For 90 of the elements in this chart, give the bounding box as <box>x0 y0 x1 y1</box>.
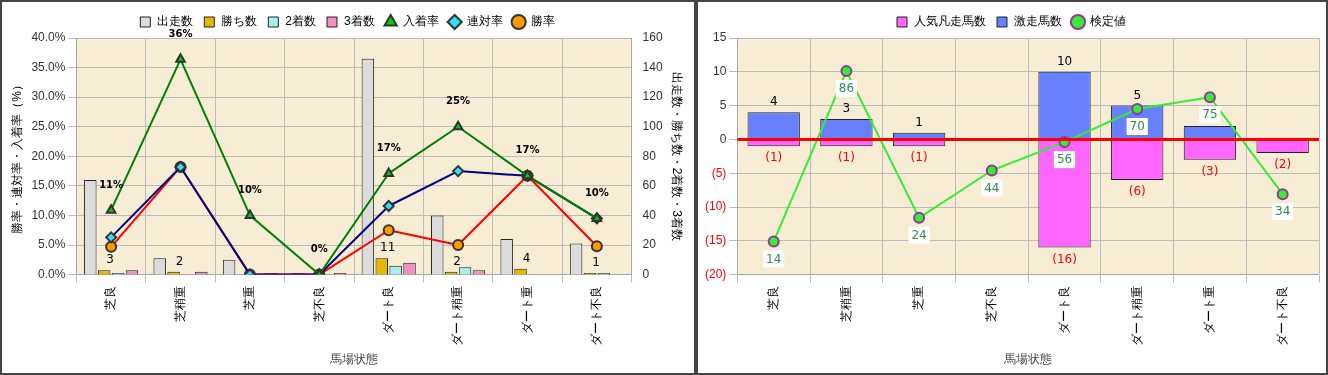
data-label: 17% <box>376 142 401 154</box>
y-tick-label: 30.0% <box>31 89 66 104</box>
y2-tick-label: 100 <box>642 119 663 134</box>
data-label: 11% <box>99 178 124 190</box>
data-label: 3 <box>842 101 851 116</box>
data-label: 0% <box>310 243 328 255</box>
data-label: 86 <box>838 81 855 96</box>
data-label: 1 <box>915 114 923 129</box>
data-label: 17% <box>515 144 540 156</box>
data-label: 75 <box>1202 107 1218 122</box>
y-tick-label: 15.0% <box>31 178 66 193</box>
x-tick-label: ダート不良 <box>1274 285 1289 346</box>
y2-tick-label: 160 <box>642 30 663 45</box>
data-label: 25% <box>446 95 471 107</box>
legend-label: 勝率 <box>530 14 555 29</box>
x-axis-title: 馬場状態 <box>1003 352 1053 367</box>
y-axis-title: 勝率・連対率・入着率（%） <box>9 78 24 234</box>
data-label: 14 <box>766 251 782 266</box>
data-label: 70 <box>1129 119 1145 134</box>
x-tick-label: 芝良 <box>103 285 118 310</box>
y-tick-label: 25.0% <box>31 119 66 134</box>
legend-label: 出走数 <box>157 14 194 29</box>
x-tick-label: ダート不良 <box>589 285 604 346</box>
data-label: (1) <box>910 150 928 165</box>
y2-tick-label: 20 <box>642 237 657 252</box>
data-label: 2 <box>453 253 461 268</box>
x-tick-label: 芝稍重 <box>172 285 187 322</box>
y2-tick-label: 120 <box>642 89 663 104</box>
legend-label: 激走馬数 <box>1014 14 1062 29</box>
y-tick-label: 10 <box>712 64 727 79</box>
y2-tick-label: 80 <box>642 148 657 163</box>
y2-tick-label: 0 <box>642 266 650 281</box>
y2-axis-title: 出走数・勝ち数・2着数・3着数 <box>670 71 685 241</box>
y-tick-label: 35.0% <box>31 59 66 74</box>
x-tick-label: 芝不良 <box>311 285 326 322</box>
x-axis-title: 馬場状態 <box>329 352 378 367</box>
data-label: (1) <box>837 150 855 165</box>
legend-label: 3着数 <box>344 14 375 29</box>
y-tick-label: (15) <box>705 233 727 248</box>
data-label: 56 <box>1056 152 1073 167</box>
y-tick-label: 5 <box>719 97 727 112</box>
x-tick-label: 芝重 <box>242 285 257 310</box>
data-label: (1) <box>765 150 783 165</box>
data-label: (16) <box>1052 251 1077 266</box>
y-tick-label: 40.0% <box>31 30 66 45</box>
y-tick-label: (20) <box>705 266 727 281</box>
x-tick-label: ダート重 <box>519 285 534 334</box>
y-tick-label: 10.0% <box>31 207 66 222</box>
data-label: 44 <box>984 180 1000 195</box>
data-label: 10 <box>1056 53 1073 68</box>
x-tick-label: 芝重 <box>911 285 926 310</box>
x-tick-label: 芝不良 <box>984 285 999 322</box>
x-tick-label: 芝良 <box>766 285 781 310</box>
data-label: 36% <box>168 27 193 39</box>
x-tick-label: ダート良 <box>381 285 396 334</box>
y2-tick-label: 140 <box>642 59 663 74</box>
legend-label: 2着数 <box>285 14 317 29</box>
data-label: 4 <box>522 250 531 265</box>
y-tick-label: 20.0% <box>31 148 66 163</box>
y-tick-label: 15 <box>712 30 727 45</box>
data-label: (2) <box>1274 157 1292 172</box>
data-label: (6) <box>1128 184 1146 199</box>
data-label: 34 <box>1275 204 1291 219</box>
data-label: 11 <box>380 240 396 255</box>
data-label: 4 <box>769 94 778 109</box>
x-tick-label: ダート良 <box>1056 285 1071 334</box>
legend-label: 連対率 <box>466 14 503 29</box>
x-tick-label: ダート稍重 <box>450 285 465 346</box>
legend-label: 入着率 <box>402 14 439 29</box>
y2-tick-label: 40 <box>642 207 657 222</box>
x-tick-label: ダート稍重 <box>1129 285 1144 346</box>
legend-label: 検定値 <box>1090 14 1126 29</box>
data-label: 10% <box>584 187 609 198</box>
y-tick-label: (10) <box>705 199 727 214</box>
data-label: 10% <box>237 184 262 196</box>
x-tick-label: 芝稍重 <box>838 285 853 322</box>
data-label: 2 <box>175 253 184 268</box>
data-label: 1 <box>592 255 600 270</box>
data-label: (3) <box>1201 163 1219 178</box>
y-tick-label: (5) <box>711 165 727 180</box>
legend-label: 勝ち数 <box>221 14 258 29</box>
data-label: 24 <box>911 227 927 242</box>
x-tick-label: ダート重 <box>1202 285 1217 334</box>
y-tick-label: 0.0% <box>38 266 66 281</box>
legend-label: 人気凡走馬数 <box>914 14 986 29</box>
y-tick-label: 0 <box>719 131 727 146</box>
y2-tick-label: 60 <box>642 178 657 193</box>
data-label: 5 <box>1133 87 1142 102</box>
y-tick-label: 5.0% <box>38 237 66 252</box>
data-label: 3 <box>106 252 114 267</box>
